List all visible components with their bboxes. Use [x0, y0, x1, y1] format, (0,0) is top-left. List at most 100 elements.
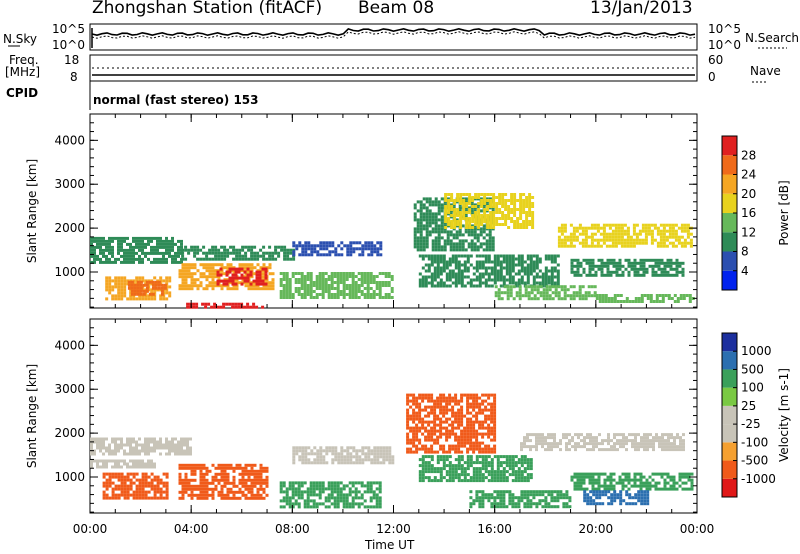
velocity-cell-3	[220, 478, 224, 482]
power-cell-1	[132, 297, 136, 301]
velocity-cell-7	[424, 464, 428, 468]
velocity-cell-0	[102, 462, 105, 466]
velocity-cell-0	[144, 465, 147, 469]
power-cell-5	[187, 251, 191, 255]
power-cell-0	[105, 257, 108, 261]
power-cell-3	[202, 275, 206, 279]
power-cell-6	[363, 281, 367, 284]
power-cell-13	[609, 261, 613, 265]
power-cell-4	[225, 279, 229, 283]
power-cell-8	[431, 218, 435, 222]
velocity-cell-9	[598, 433, 601, 437]
power-cell-12	[632, 244, 636, 248]
velocity-cell-3	[181, 478, 185, 482]
power-cell-9	[468, 220, 472, 223]
velocity-cell-3	[220, 466, 224, 470]
velocity-cell-7	[481, 458, 485, 462]
velocity-cell-1	[132, 437, 135, 441]
power-cell-12	[683, 244, 687, 248]
velocity-cell-8	[496, 493, 500, 497]
velocity-cell-6	[487, 423, 491, 427]
power-cell-6	[309, 281, 313, 284]
velocity-cell-2	[105, 493, 109, 497]
velocity-cell-8	[490, 502, 494, 506]
velocity-cell-1	[126, 443, 129, 447]
velocity-cell-7	[523, 476, 527, 480]
velocity-cell-6	[427, 435, 431, 439]
velocity-cell-6	[415, 423, 419, 427]
power-cell-10	[436, 263, 440, 267]
velocity-cell-4	[309, 490, 313, 494]
velocity-cell-5	[301, 446, 305, 450]
power-cell-10	[541, 272, 545, 276]
power-cell-12	[626, 226, 630, 230]
power-cell-5	[259, 254, 263, 258]
power-cell-0	[141, 242, 144, 246]
velocity-cell-5	[388, 461, 392, 465]
power-cell-0	[156, 245, 159, 249]
power-cell-13	[663, 270, 667, 274]
velocity-cell-9	[565, 436, 568, 440]
velocity-cell-8	[499, 505, 503, 509]
velocity-cell-6	[493, 411, 497, 415]
power-cell-5	[196, 248, 200, 252]
power-cell-0	[174, 260, 177, 264]
power-cell-8	[488, 197, 492, 201]
velocity-cell-1	[147, 452, 150, 456]
velocity-cell-6	[460, 417, 464, 421]
velocity-cell-9	[547, 436, 550, 440]
velocity-cell-4	[294, 481, 298, 485]
power-cell-12	[659, 229, 663, 233]
velocity-cell-7	[484, 458, 488, 462]
velocity-cell-8	[550, 496, 554, 500]
velocity-cell-6	[406, 441, 410, 445]
velocity-cell-3	[223, 481, 227, 485]
velocity-cell-9	[652, 445, 655, 449]
power-cell-0	[102, 254, 105, 258]
velocity-cell-8	[523, 493, 527, 497]
velocity-cell-3	[178, 490, 182, 494]
power-cell-0	[108, 257, 111, 261]
velocity-cell-6	[460, 411, 464, 415]
velocity-cell-6	[427, 405, 431, 409]
velocity-cell-6	[475, 435, 479, 439]
velocity-cell-0	[108, 459, 111, 463]
power-cell-7	[364, 247, 368, 251]
velocity-cell-0	[114, 465, 117, 469]
velocity-cell-5	[373, 452, 377, 456]
velocity-cell-1	[114, 452, 117, 456]
power-cell-5	[181, 248, 185, 252]
power-cell-5	[277, 251, 281, 255]
velocity-cell-5	[379, 455, 383, 459]
power-cell-1	[159, 276, 163, 280]
power-cell-6	[285, 293, 289, 296]
power-cell-11	[566, 288, 570, 292]
power-cell-3	[232, 287, 236, 291]
velocity-cell-6	[493, 414, 497, 418]
power-cell-2	[160, 292, 164, 296]
velocity-cell-8	[538, 502, 542, 506]
velocity-cell-3	[250, 484, 254, 488]
velocity-cell-9	[607, 433, 610, 437]
power-cell-13	[669, 273, 673, 277]
velocity-cell-3	[241, 484, 245, 488]
power-cell-8	[476, 233, 480, 237]
velocity-cell-8	[523, 490, 527, 494]
power-cell-8	[464, 209, 468, 213]
power-cell-10	[430, 278, 434, 282]
velocity-cell-6	[457, 411, 461, 415]
power-cell-9	[468, 226, 472, 229]
velocity-cell-5	[370, 449, 374, 453]
velocity-cell-9	[541, 436, 544, 440]
power-cell-2	[157, 280, 161, 284]
velocity-cell-4	[291, 484, 295, 488]
power-cell-6	[291, 293, 295, 296]
power-cell-2	[139, 292, 143, 296]
power-cell-8	[419, 218, 423, 222]
velocity-cell-7	[436, 461, 440, 465]
velocity-cell-9	[553, 436, 556, 440]
velocity-cell-4	[282, 481, 286, 485]
power-cell-10	[556, 281, 560, 285]
power-cell-10	[460, 254, 464, 258]
velocity-cell-4	[345, 496, 349, 500]
